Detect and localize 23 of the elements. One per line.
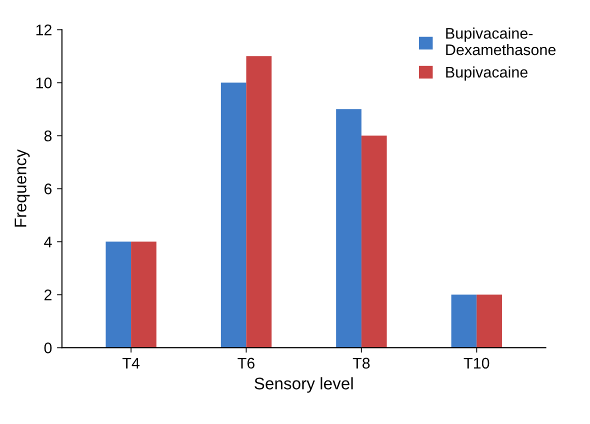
bar	[476, 294, 502, 348]
bar	[361, 136, 387, 348]
x-axis-title: Sensory level	[254, 377, 353, 393]
bar	[451, 294, 477, 348]
bar	[106, 242, 132, 348]
legend-label: Bupivacaine	[446, 66, 528, 81]
x-tick-label: T8	[352, 358, 370, 369]
legend-label: Bupivacaine- Dexamethasone	[446, 28, 556, 56]
y-tick-label: 0	[44, 342, 52, 354]
x-tick-label: T4	[122, 358, 140, 368]
x-tick-label: T6	[238, 358, 254, 369]
bar	[246, 56, 272, 348]
y-tick-label: 6	[44, 184, 52, 194]
y-tick-label: 2	[44, 290, 52, 300]
y-tick-label: 4	[44, 236, 52, 248]
y-tick-label: 8	[44, 130, 52, 142]
x-tick-label: T10	[464, 358, 490, 369]
bar	[220, 82, 246, 348]
bar	[336, 109, 362, 348]
y-axis-title: Frequency	[14, 149, 30, 227]
y-tick-label: 12	[36, 24, 52, 36]
bar	[131, 242, 156, 348]
y-tick-label: 10	[36, 78, 52, 88]
